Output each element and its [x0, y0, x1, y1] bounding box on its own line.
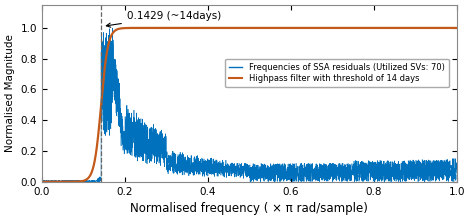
Y-axis label: Normalised Magnitude: Normalised Magnitude — [5, 34, 15, 152]
Text: 0.1429 (~14days): 0.1429 (~14days) — [106, 11, 221, 27]
X-axis label: Normalised frequency ( × π rad/sample): Normalised frequency ( × π rad/sample) — [130, 202, 368, 215]
Legend: Frequencies of SSA residuals (Utilized SVs: 70), Highpass filter with threshold : Frequencies of SSA residuals (Utilized S… — [225, 59, 448, 87]
